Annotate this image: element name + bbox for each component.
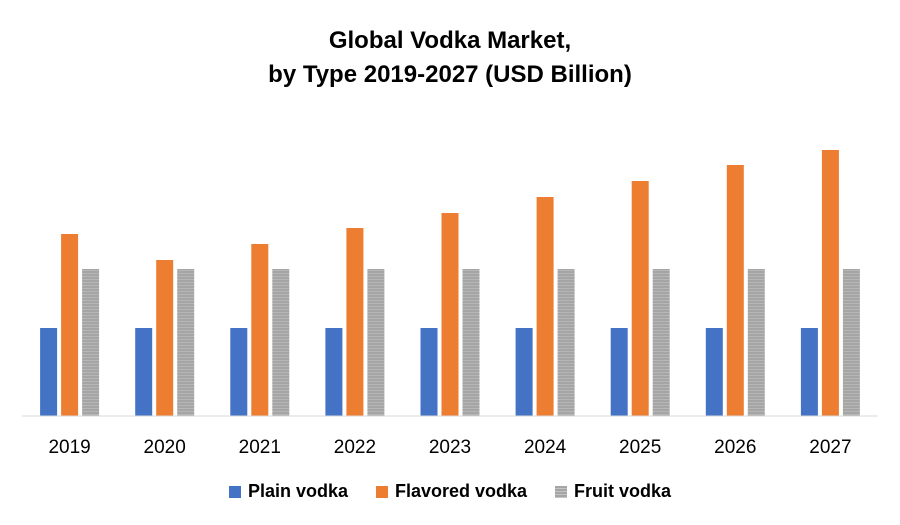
x-tick-label-2019: 2019 (48, 437, 90, 458)
bar-flavored-vodka-2024 (536, 197, 554, 416)
legend-item-fruit-vodka: Fruit vodka (555, 481, 671, 502)
legend-item-plain-vodka: Plain vodka (228, 481, 348, 502)
bar-plain-vodka-2019 (40, 328, 58, 416)
bar-flavored-vodka-2026 (726, 165, 744, 416)
bar-fruit-vodka-2022 (367, 269, 385, 416)
legend-swatch (228, 485, 241, 498)
bar-flavored-vodka-2023 (441, 213, 459, 416)
legend-swatch (375, 485, 388, 498)
chart-title: Global Vodka Market, by Type 2019-2027 (… (0, 24, 900, 92)
bar-fruit-vodka-2021 (272, 269, 290, 416)
x-tick-label-2026: 2026 (714, 437, 756, 458)
bar-plain-vodka-2023 (420, 328, 438, 416)
bar-flavored-vodka-2022 (346, 228, 364, 416)
bar-fruit-vodka-2020 (177, 269, 195, 416)
x-tick-label-2022: 2022 (334, 437, 376, 458)
bar-flavored-vodka-2021 (251, 244, 269, 416)
bar-plain-vodka-2021 (230, 328, 248, 416)
chart-title-line-1: Global Vodka Market, (328, 27, 572, 54)
bar-fruit-vodka-2023 (462, 269, 480, 416)
bar-plain-vodka-2024 (515, 328, 533, 416)
bar-fruit-vodka-2025 (652, 269, 670, 416)
bar-fruit-vodka-2024 (557, 269, 575, 416)
bars-group (40, 150, 860, 416)
legend-swatch (555, 485, 568, 498)
legend-label: Flavored vodka (394, 481, 528, 501)
bar-flavored-vodka-2020 (156, 260, 174, 416)
bar-plain-vodka-2020 (135, 328, 153, 416)
bar-fruit-vodka-2026 (747, 269, 765, 416)
legend-label: Plain vodka (247, 481, 348, 501)
bar-flavored-vodka-2027 (821, 150, 839, 416)
x-tick-label-2025: 2025 (619, 437, 661, 458)
legend-item-flavored-vodka: Flavored vodka (375, 481, 528, 502)
bar-plain-vodka-2026 (705, 328, 723, 416)
bar-flavored-vodka-2025 (631, 181, 649, 416)
bar-plain-vodka-2022 (325, 328, 343, 416)
x-tick-label-2023: 2023 (429, 437, 471, 458)
x-tick-label-2027: 2027 (809, 437, 851, 458)
bar-plain-vodka-2025 (610, 328, 628, 416)
x-tick-label-2021: 2021 (239, 437, 281, 458)
x-tick-label-2020: 2020 (144, 437, 186, 458)
bar-fruit-vodka-2027 (842, 269, 860, 416)
bar-flavored-vodka-2019 (61, 234, 79, 416)
bar-fruit-vodka-2019 (82, 269, 100, 416)
legend-label: Fruit vodka (574, 481, 672, 501)
bar-plain-vodka-2027 (800, 328, 818, 416)
bar-chart: 2019 2020 2021 2022 2023 2024 2025 2026 2027 (22, 150, 878, 458)
legend: Plain vodka Flavored vodka Fruit vodka (0, 481, 900, 502)
chart-title-line-2: by Type 2019-2027 (USD Billion) (268, 61, 632, 88)
x-tick-labels: 2019 2020 2021 2022 2023 2024 2025 2026 2027 (48, 437, 851, 458)
x-tick-label-2024: 2024 (524, 437, 567, 458)
